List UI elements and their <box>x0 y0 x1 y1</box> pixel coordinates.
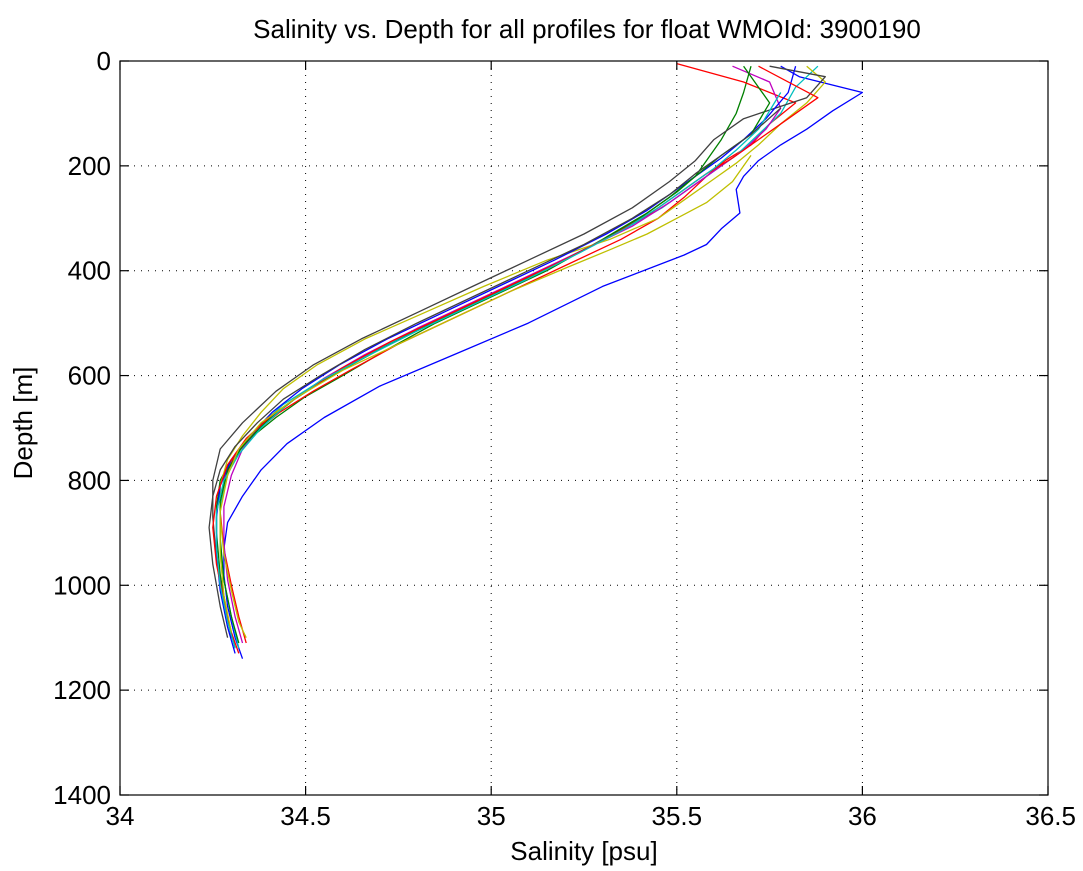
y-tick-label: 800 <box>68 465 111 495</box>
y-tick-label: 400 <box>68 256 111 286</box>
profile-line-13 <box>208 107 782 638</box>
profile-line-4 <box>219 65 819 649</box>
y-tick-label: 1200 <box>53 675 111 705</box>
profile-line-1 <box>223 65 864 659</box>
y-tick-label: 600 <box>68 361 111 391</box>
axis-ticks: 34 34.5 35 35.5 36 36.5 0 200 400 600 800 1000 1200 1… <box>53 46 1076 831</box>
x-tick-label: 36 <box>848 801 877 831</box>
profile-line-3 <box>219 62 797 644</box>
y-tick-label: 0 <box>97 46 111 76</box>
y-tick-label: 1400 <box>53 780 111 810</box>
y-tick-label: 1000 <box>53 570 111 600</box>
chart-title: Salinity vs. Depth for all profiles for … <box>253 14 921 44</box>
profile-line-11 <box>215 92 782 649</box>
y-tick-label: 200 <box>68 151 111 181</box>
x-tick-label: 34 <box>106 801 135 831</box>
x-tick-label: 36.5 <box>1025 801 1076 831</box>
profile-lines <box>208 62 864 659</box>
profile-line-5 <box>223 65 782 644</box>
x-tick-label: 35 <box>477 801 506 831</box>
profile-line-8 <box>215 66 797 654</box>
y-axis-label: Depth [m] <box>8 367 38 480</box>
x-tick-label: 34.5 <box>280 801 331 831</box>
profile-line-2 <box>215 66 752 649</box>
profile-line-10 <box>212 65 819 654</box>
x-tick-label: 35.5 <box>651 801 702 831</box>
profile-line-12 <box>219 155 752 633</box>
plot-area-frame <box>119 60 1049 796</box>
grid-lines <box>120 61 1048 795</box>
x-axis-label: Salinity [psu] <box>510 836 657 866</box>
profile-line-9 <box>219 65 771 644</box>
